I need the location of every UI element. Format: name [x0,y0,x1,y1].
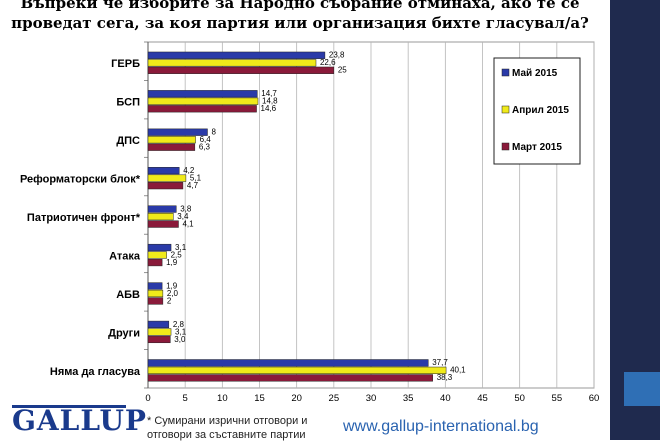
data-label: 14,7 [261,89,277,98]
category-label: Няма да гласува [50,366,141,378]
bar [147,174,187,182]
x-tick-label: 50 [514,393,525,404]
data-label: 23,8 [329,51,345,60]
bar [147,51,326,59]
bar [147,374,433,382]
bar [147,143,196,151]
bar [147,66,335,74]
legend-label: Март 2015 [512,142,562,153]
data-label: 5,1 [190,174,202,183]
bar [147,105,257,113]
data-label: 14,8 [262,97,278,106]
category-label: БСП [116,97,140,109]
bar [147,297,164,305]
x-tick-label: 20 [291,393,302,404]
data-label: 22,6 [320,58,336,67]
side-panel [610,0,660,440]
data-label: 6,4 [200,135,212,144]
bar [147,251,167,259]
data-label: 1,9 [166,258,178,267]
legend-swatch [501,142,510,151]
data-label: 3,1 [175,243,187,252]
category-label: Реформаторски блок* [20,174,141,186]
x-tick-label: 60 [589,393,600,404]
data-label: 38,3 [437,373,453,382]
bar [147,328,172,336]
bar [147,182,184,190]
website-link[interactable]: www.gallup-international.bg [343,418,539,435]
data-label: 2 [167,296,172,305]
data-label: 3,0 [174,335,186,344]
category-label: ГЕРБ [111,58,140,70]
bar [147,97,259,105]
chart-title: Въпреки че изборите за Народно събрание … [0,0,600,33]
logo-rule [12,405,126,408]
legend-swatch [501,105,510,114]
data-label: 6,3 [199,143,211,152]
x-tick-label: 35 [403,393,414,404]
bar [147,289,164,298]
legend-swatch [501,68,510,77]
bar [147,243,172,252]
title-line-1: Въпреки че изборите за Народно събрание … [20,0,580,12]
bar [147,220,179,228]
data-label: 14,6 [261,104,277,113]
x-tick-label: 5 [183,393,188,404]
x-tick-label: 45 [477,393,488,404]
data-label: 2,8 [173,320,185,329]
bar [147,258,163,267]
data-label: 4,2 [183,166,195,175]
x-tick-label: 30 [366,393,377,404]
data-label: 1,9 [166,281,178,290]
footnote: * Сумирани изрични отговори и отговори з… [147,415,308,441]
side-accent-square [624,372,660,406]
bar [147,366,447,374]
data-label: 2,5 [171,250,183,259]
bar [147,282,163,290]
category-label: АБВ [116,289,140,301]
x-tick-label: 10 [217,393,228,404]
data-label: 40,1 [450,366,466,375]
x-tick-label: 15 [254,393,265,404]
bar [147,335,171,344]
data-label: 4,1 [182,219,194,228]
data-label: 25 [338,66,347,75]
category-label: ДПС [116,135,140,147]
bar [147,320,170,329]
bar [147,167,180,175]
x-tick-label: 25 [329,393,340,404]
title-line-2: проведат сега, за коя партия или организ… [11,14,589,32]
data-label: 8 [211,128,216,137]
bar [147,359,429,367]
x-tick-label: 55 [552,393,563,404]
legend-label: Май 2015 [512,68,558,79]
legend-label: Април 2015 [512,105,569,116]
bar [147,213,174,221]
x-tick-label: 40 [440,393,451,404]
category-label: Патриотичен фронт* [27,212,141,224]
bar [147,59,317,67]
data-label: 3,4 [177,212,189,221]
gallup-logo: GALLUP [12,404,147,437]
category-label: Други [108,327,140,339]
data-label: 3,1 [175,327,187,336]
data-label: 37,7 [432,358,448,367]
bar [147,90,258,98]
category-label: Атака [109,250,141,262]
bar-chart: 0 5 10 15 20 25 30 35 40 45 50 55 60ГЕРБ23,822,625БС… [20,41,600,404]
data-label: 3,8 [180,204,192,213]
bar [147,136,196,144]
x-tick-label: 0 [145,393,150,404]
bar [147,205,177,213]
data-label: 2,0 [167,289,179,298]
data-label: 4,7 [187,181,199,190]
bar [147,128,208,136]
